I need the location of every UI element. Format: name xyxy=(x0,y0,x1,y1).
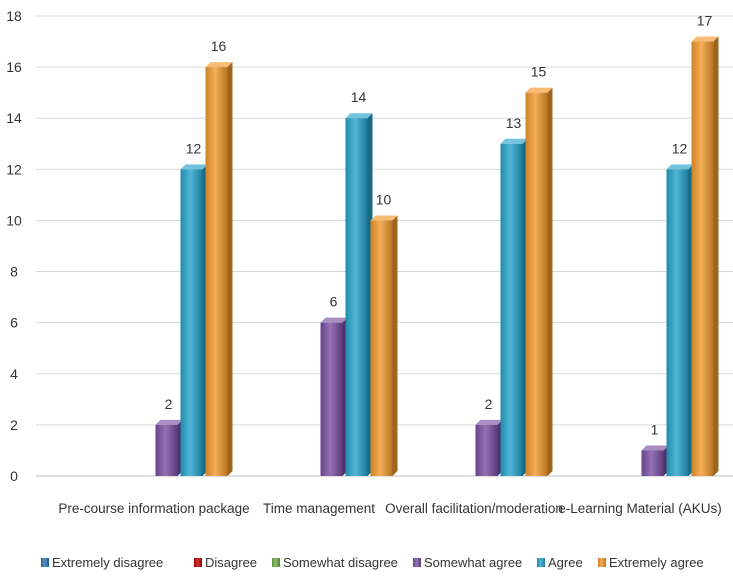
category-label: Time management xyxy=(263,501,375,516)
category-label: e-Learning Material (AKUs) xyxy=(558,501,722,516)
data-label: 13 xyxy=(506,115,522,131)
bar xyxy=(205,67,228,476)
data-label: 14 xyxy=(351,89,367,105)
bar-top xyxy=(666,164,694,170)
bar xyxy=(475,424,498,476)
data-label: 12 xyxy=(186,140,202,156)
bar-top xyxy=(345,113,373,119)
bar-top xyxy=(691,36,719,42)
y-tick-label: 18 xyxy=(6,8,22,24)
y-tick-label: 10 xyxy=(6,212,22,228)
bars xyxy=(155,36,719,477)
data-label: 17 xyxy=(697,13,713,29)
bar xyxy=(155,424,178,476)
legend-swatch xyxy=(41,558,49,567)
bar-top xyxy=(525,87,553,93)
category-label: Overall facilitation/moderation xyxy=(385,501,563,516)
y-tick-label: 4 xyxy=(10,366,18,382)
bar xyxy=(691,41,714,477)
bar-top xyxy=(500,138,528,144)
bar xyxy=(525,92,548,477)
data-label: 16 xyxy=(211,38,227,54)
data-label: 10 xyxy=(376,191,392,207)
legend: Extremely disagree Disagree Somewhat disag… xyxy=(41,555,704,570)
bar-top xyxy=(475,419,503,425)
bar-side xyxy=(547,87,553,477)
bar-side xyxy=(227,62,233,476)
legend-swatch xyxy=(194,558,202,567)
data-label: 6 xyxy=(330,294,338,310)
bar-side xyxy=(713,36,719,477)
y-tick-label: 2 xyxy=(10,417,18,433)
legend-label: Disagree xyxy=(205,555,257,570)
legend-label: Somewhat agree xyxy=(424,555,522,570)
y-tick-label: 6 xyxy=(10,315,18,331)
data-label: 2 xyxy=(485,396,493,412)
legend-swatch xyxy=(598,558,606,567)
y-tick-label: 14 xyxy=(6,110,22,126)
y-tick-label: 16 xyxy=(6,59,22,75)
bar xyxy=(345,118,368,476)
legend-swatch xyxy=(413,558,421,567)
data-label: 15 xyxy=(531,64,547,80)
bar-top xyxy=(155,419,183,425)
legend-swatch xyxy=(272,558,280,567)
data-labels: 2 12 16 6 14 10 2 13 15 1 12 17 xyxy=(165,13,713,438)
data-label: 12 xyxy=(672,140,688,156)
bar-top xyxy=(180,164,208,170)
bar-top xyxy=(370,215,398,221)
y-axis-ticks: 0 2 4 6 8 10 12 14 16 18 xyxy=(6,8,22,484)
bar xyxy=(320,322,343,476)
y-tick-label: 0 xyxy=(10,468,18,484)
y-tick-label: 12 xyxy=(6,161,22,177)
bar xyxy=(370,220,393,476)
legend-label: Extremely agree xyxy=(609,555,704,570)
legend-swatch xyxy=(537,558,545,567)
legend-label: Extremely disagree xyxy=(52,555,163,570)
bar-side xyxy=(392,215,398,476)
bar-top xyxy=(320,317,348,323)
data-label: 1 xyxy=(651,421,659,437)
bar-top xyxy=(641,445,669,451)
bar xyxy=(180,169,203,477)
bar xyxy=(666,169,689,477)
bar xyxy=(641,450,664,476)
y-tick-label: 8 xyxy=(10,264,18,280)
legend-label: Somewhat disagree xyxy=(283,555,398,570)
x-axis-categories: Pre-course information package Time manag… xyxy=(58,501,721,516)
data-label: 2 xyxy=(165,396,173,412)
legend-label: Agree xyxy=(548,555,583,570)
bar xyxy=(500,143,523,476)
category-label: Pre-course information package xyxy=(58,501,249,516)
bar-top xyxy=(205,62,233,68)
